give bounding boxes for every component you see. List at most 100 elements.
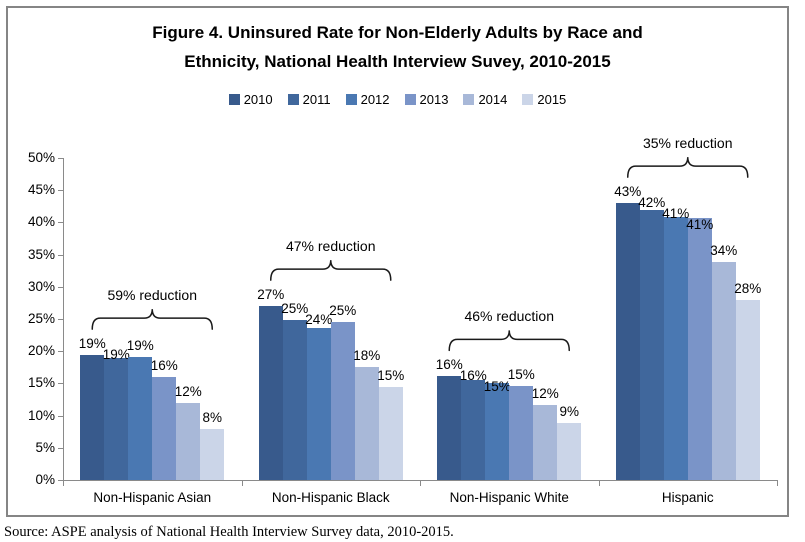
bar [104, 358, 129, 480]
legend-label: 2015 [537, 92, 567, 107]
legend-item-2010: 2010 [228, 92, 273, 107]
source-note: Source: ASPE analysis of National Health… [4, 524, 454, 540]
reduction-label: 59% reduction [107, 287, 197, 304]
reduction-label: 46% reduction [464, 308, 554, 325]
bar-value-label: 12% [531, 386, 559, 402]
reduction-brace [448, 330, 570, 352]
y-axis-tick-label: 45% [27, 182, 55, 197]
y-axis-tick-label: 35% [27, 247, 55, 262]
bar [509, 386, 534, 480]
bar [128, 357, 153, 480]
y-axis-tick-label: 30% [27, 279, 55, 294]
y-axis-tick [58, 222, 63, 223]
bar-value-label: 24% [305, 312, 333, 328]
bar [711, 261, 736, 480]
x-category-label: Non-Hispanic White [449, 490, 569, 505]
x-axis-tick [420, 481, 421, 486]
legend-swatch-icon [522, 94, 534, 105]
y-axis-tick-label: 0% [35, 472, 55, 487]
x-axis-tick [63, 481, 64, 486]
bar-value-label: 9% [559, 404, 580, 420]
bar [735, 299, 760, 480]
bar [461, 379, 486, 480]
bar-value-label: 16% [435, 357, 463, 373]
bar-value-label: 16% [459, 368, 487, 384]
bar [354, 367, 379, 480]
chart-title-line2: Ethnicity, National Health Interview Suv… [184, 52, 611, 71]
x-axis-tick [599, 481, 600, 486]
bar-value-label: 41% [686, 217, 714, 233]
legend-label: 2014 [478, 92, 508, 107]
bar-value-label: 12% [174, 384, 202, 400]
y-axis-tick [58, 416, 63, 417]
bar [687, 217, 712, 480]
legend-item-2015: 2015 [522, 92, 566, 107]
reduction-brace [627, 157, 749, 178]
legend-swatch-icon [463, 94, 475, 105]
y-axis-tick [58, 480, 63, 481]
bar-value-label: 28% [734, 280, 762, 296]
bar-value-label: 41% [662, 206, 690, 222]
bar-value-label: 43% [614, 184, 642, 200]
bar [378, 386, 403, 480]
legend-label: 2013 [419, 92, 449, 107]
bar-value-label: 27% [257, 287, 285, 303]
bar-value-label: 19% [102, 347, 130, 363]
bar [615, 203, 640, 480]
bar-value-label: 15% [377, 367, 405, 383]
legend-item-2012: 2012 [345, 92, 390, 107]
x-category-label: Hispanic [661, 490, 714, 505]
bar [663, 217, 688, 480]
legend-swatch-icon [228, 94, 240, 105]
bar [152, 377, 177, 480]
bar [533, 405, 558, 480]
bar-value-label: 25% [329, 303, 357, 319]
reduction-label: 47% reduction [285, 238, 376, 255]
bar-value-label: 16% [150, 358, 178, 373]
bar-value-label: 18% [353, 348, 381, 364]
legend-swatch-icon [345, 94, 357, 105]
bar [200, 428, 225, 480]
legend-item-2014: 2014 [463, 92, 507, 107]
y-axis-tick [58, 319, 63, 320]
x-category-label: Non-Hispanic Asian [93, 490, 212, 505]
legend-swatch-icon [287, 94, 299, 105]
y-axis-tick-label: 40% [27, 214, 55, 229]
y-axis-tick [58, 287, 63, 288]
y-axis-tick [58, 158, 63, 159]
legend-label: 2010 [243, 92, 273, 107]
bar [485, 383, 510, 480]
legend: 2010 2011 2012 2013 2014 2015 [8, 92, 787, 107]
bar-value-label: 15% [507, 367, 535, 382]
y-axis-tick-label: 25% [27, 311, 55, 326]
bar [330, 322, 355, 480]
y-axis-tick [58, 383, 63, 384]
bar [557, 423, 582, 480]
reduction-brace [91, 309, 213, 330]
bar-value-label: 25% [281, 301, 309, 317]
x-category-label: Non-Hispanic Black [271, 490, 390, 505]
legend-item-2013: 2013 [404, 92, 449, 107]
plot-area: 0% 5% 10% 15% 20% 25% 30% 35% 40% 45% 50% Non-Hispa… [8, 8, 791, 519]
y-axis-tick [58, 255, 63, 256]
y-axis-tick [58, 190, 63, 191]
chart-title: Figure 4. Uninsured Rate for Non-Elderly… [8, 18, 787, 76]
bar-value-label: 19% [78, 336, 106, 352]
bar-value-label: 42% [638, 195, 666, 211]
y-axis-tick-label: 5% [35, 440, 55, 455]
chart-title-line1: Figure 4. Uninsured Rate for Non-Elderly… [152, 23, 643, 42]
x-axis-line [63, 480, 778, 481]
y-axis-tick-label: 50% [27, 150, 55, 165]
y-axis-tick-label: 20% [27, 343, 55, 358]
chart-panel: Figure 4. Uninsured Rate for Non-Elderly… [6, 6, 789, 517]
y-axis-line [63, 158, 64, 481]
bar-value-label: 34% [710, 242, 738, 258]
legend-swatch-icon [404, 94, 416, 105]
legend-item-2011: 2011 [287, 92, 331, 107]
bar [437, 376, 462, 480]
bar-value-label: 8% [202, 409, 223, 425]
reduction-brace [270, 260, 392, 281]
legend-label: 2012 [360, 92, 390, 107]
y-axis-tick-label: 15% [27, 375, 55, 390]
